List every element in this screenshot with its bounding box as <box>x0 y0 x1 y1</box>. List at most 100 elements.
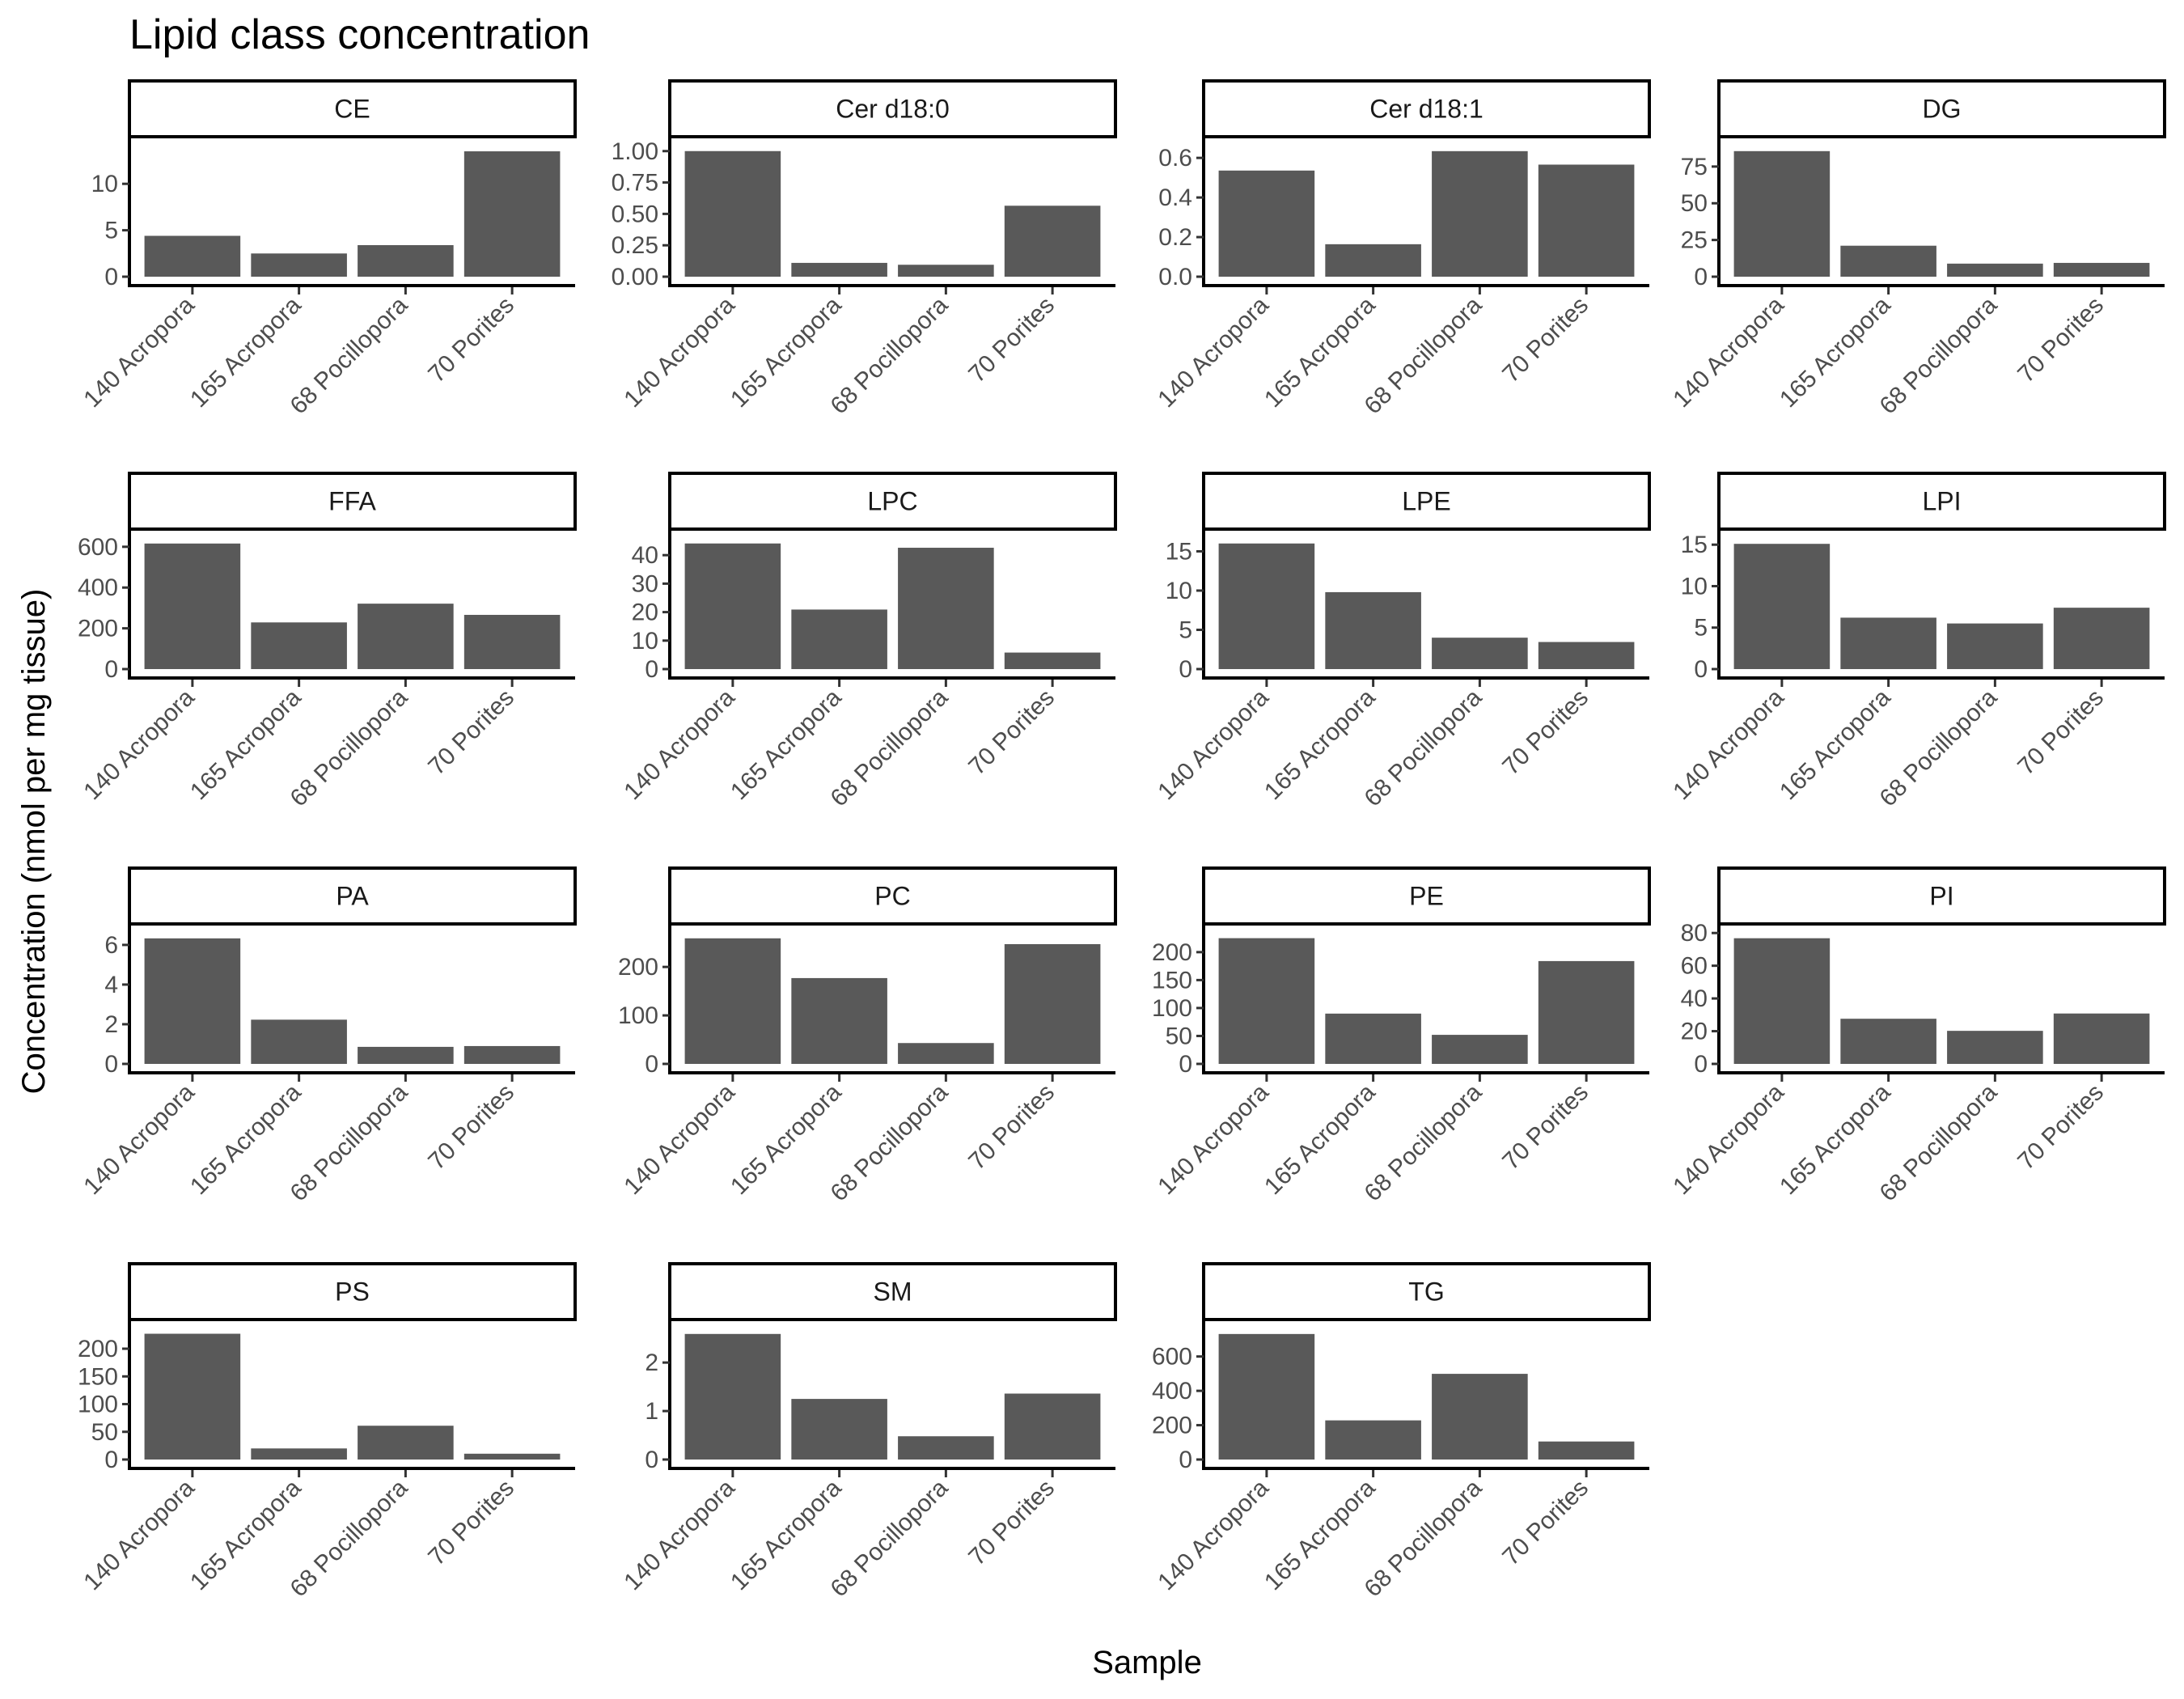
y-tick-label: 0 <box>1179 1051 1192 1078</box>
x-tick-label: 70 Porites <box>1497 1079 1594 1176</box>
y-tick-label: 6 <box>104 932 118 959</box>
x-axis-title: Sample <box>1092 1645 1202 1680</box>
x-tick-label: 70 Porites <box>1497 292 1594 388</box>
y-tick-label: 10 <box>1681 573 1708 600</box>
y-tick-label: 200 <box>1152 939 1192 966</box>
bar-140-acropora <box>144 235 241 277</box>
chart-title: Lipid class concentration <box>129 11 590 58</box>
y-tick-label: 4 <box>104 972 118 998</box>
y-tick-label: 0.25 <box>612 232 658 259</box>
facet-strip-label: DG <box>1923 95 1962 124</box>
facet-strip-label: CE <box>334 95 370 124</box>
facet-strip <box>668 1262 1117 1321</box>
facet-strip-label: LPC <box>867 487 917 516</box>
facet-strip <box>1202 1262 1651 1321</box>
facet-strip-label: LPE <box>1402 487 1450 516</box>
facet-strip-label: PS <box>335 1277 370 1307</box>
y-tick-label: 30 <box>632 570 658 597</box>
x-tick-label: 140 Acropora <box>1668 684 1789 805</box>
x-tick-label: 70 Porites <box>2013 1079 2109 1176</box>
bar-68-pocillopora <box>358 1426 454 1460</box>
bar-140-acropora <box>684 543 781 669</box>
bar-165-acropora <box>1840 617 1936 669</box>
y-tick-label: 50 <box>1681 190 1708 217</box>
x-tick-label: 165 Acropora <box>726 684 847 805</box>
y-tick-label: 10 <box>91 171 118 197</box>
y-tick-label: 0 <box>104 656 118 683</box>
y-tick-label: 15 <box>1166 538 1192 565</box>
y-tick-label: 1.00 <box>612 138 658 165</box>
y-tick-label: 0 <box>1694 1051 1708 1078</box>
bar-140-acropora <box>1218 938 1315 1064</box>
bar-70-porites <box>2053 1013 2150 1064</box>
facet-strip-label: LPI <box>1922 487 1961 516</box>
y-tick-label: 0 <box>1694 656 1708 683</box>
y-tick-label: 0.75 <box>612 170 658 197</box>
y-tick-label: 5 <box>104 218 118 244</box>
bar-70-porites <box>463 614 561 669</box>
y-tick-label: 400 <box>1152 1378 1192 1405</box>
y-tick-label: 2 <box>645 1349 658 1376</box>
bar-70-porites <box>463 1453 561 1460</box>
facet-strip <box>128 866 577 926</box>
y-axis-title: Concentration (nmol per mg tissue) <box>16 589 52 1095</box>
x-tick-label: 70 Porites <box>963 1475 1060 1571</box>
x-tick-label: 165 Acropora <box>1259 684 1381 805</box>
y-tick-label: 0 <box>104 1051 118 1078</box>
bar-165-acropora <box>251 1448 347 1460</box>
x-tick-label: 70 Porites <box>423 1079 519 1176</box>
y-tick-label: 100 <box>78 1392 118 1418</box>
y-tick-label: 50 <box>91 1419 118 1446</box>
facet-strip-label: PE <box>1409 882 1444 911</box>
facet-strip-label: SM <box>874 1277 912 1307</box>
bar-68-pocillopora <box>1432 638 1528 669</box>
x-tick-label: 165 Acropora <box>1775 684 1896 805</box>
bar-70-porites <box>463 1045 561 1064</box>
y-tick-label: 600 <box>78 534 118 561</box>
x-tick-label: 140 Acropora <box>1668 1078 1789 1200</box>
facet-strip <box>128 79 577 138</box>
bar-140-acropora <box>684 938 781 1064</box>
y-tick-label: 10 <box>632 628 658 655</box>
x-tick-label: 165 Acropora <box>726 1078 847 1200</box>
x-tick-label: 165 Acropora <box>185 684 307 805</box>
x-tick-label: 140 Acropora <box>619 291 740 413</box>
bar-68-pocillopora <box>898 1043 994 1064</box>
y-tick-label: 20 <box>632 600 658 626</box>
bar-140-acropora <box>1733 150 1831 277</box>
bar-165-acropora <box>1325 1013 1421 1064</box>
y-tick-label: 200 <box>618 954 658 981</box>
y-tick-label: 60 <box>1681 953 1708 980</box>
y-tick-label: 0.00 <box>612 264 658 290</box>
x-tick-label: 70 Porites <box>963 684 1060 781</box>
x-tick-label: 140 Acropora <box>78 1474 200 1595</box>
bar-165-acropora <box>251 253 347 277</box>
facet-strip <box>1202 472 1651 531</box>
y-tick-label: 0 <box>104 264 118 290</box>
x-tick-label: 165 Acropora <box>726 1474 847 1595</box>
bar-165-acropora <box>791 977 887 1064</box>
bar-68-pocillopora <box>898 265 994 277</box>
bar-70-porites <box>1004 652 1101 669</box>
y-tick-label: 0.6 <box>1158 145 1192 172</box>
y-tick-label: 0.50 <box>612 201 658 227</box>
y-tick-label: 10 <box>1166 578 1192 604</box>
bar-68-pocillopora <box>1432 1374 1528 1460</box>
y-tick-label: 0 <box>1694 264 1708 290</box>
x-tick-label: 70 Porites <box>1497 1475 1594 1571</box>
y-tick-label: 150 <box>78 1363 118 1390</box>
bar-140-acropora <box>1733 544 1831 669</box>
bar-165-acropora <box>1840 1019 1936 1064</box>
x-tick-label: 70 Porites <box>423 292 519 388</box>
x-tick-label: 165 Acropora <box>726 291 847 413</box>
facet-strip <box>1717 866 2166 926</box>
facet-strip-label: Cer d18:0 <box>836 95 950 124</box>
y-tick-label: 80 <box>1681 920 1708 947</box>
bar-68-pocillopora <box>358 244 454 277</box>
